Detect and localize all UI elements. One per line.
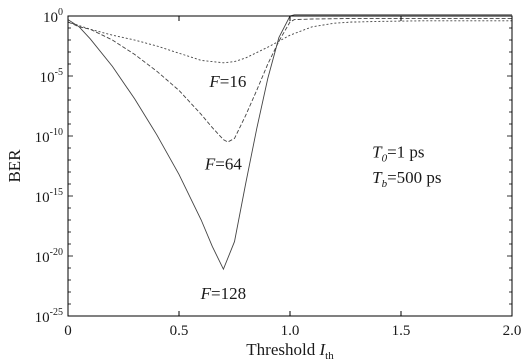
x-tick-label: 1.5 [392, 323, 411, 339]
series-line-f-64 [67, 17, 512, 143]
series-line-f-16 [67, 20, 512, 64]
param-tb: Tb=500 ps [372, 168, 441, 190]
y-tick-label: 10-5 [40, 67, 63, 86]
y-tick-label: 10-25 [35, 307, 63, 326]
ticks-layer [67, 15, 513, 317]
param-t0: T0=1 ps [372, 143, 424, 165]
series-line-f-128 [67, 14, 512, 271]
x-tick-label: 1.0 [281, 323, 300, 339]
labels-layer: 0 0.5 1.0 1.5 2.0 100 10-5 10-10 10-15 10-20 10-25… [35, 7, 522, 339]
y-tick-label: 10-20 [35, 247, 63, 266]
annotation-f-128: F=128 [200, 284, 246, 303]
curves-layer [67, 14, 512, 271]
x-axis-title: Threshold Ith [246, 340, 334, 362]
x-tick-label: 2.0 [503, 323, 522, 339]
annotation-f-16: F=16 [208, 72, 246, 91]
y-tick-label: 100 [43, 7, 63, 26]
y-axis-title: BER [5, 149, 24, 183]
y-tick-label: 10-10 [35, 127, 63, 146]
x-tick-label: 0.5 [170, 323, 189, 339]
annotation-f-64: F=64 [204, 155, 242, 174]
plot-frame [67, 15, 513, 317]
y-tick-label: 10-15 [35, 187, 63, 206]
x-tick-label: 0 [64, 323, 72, 339]
